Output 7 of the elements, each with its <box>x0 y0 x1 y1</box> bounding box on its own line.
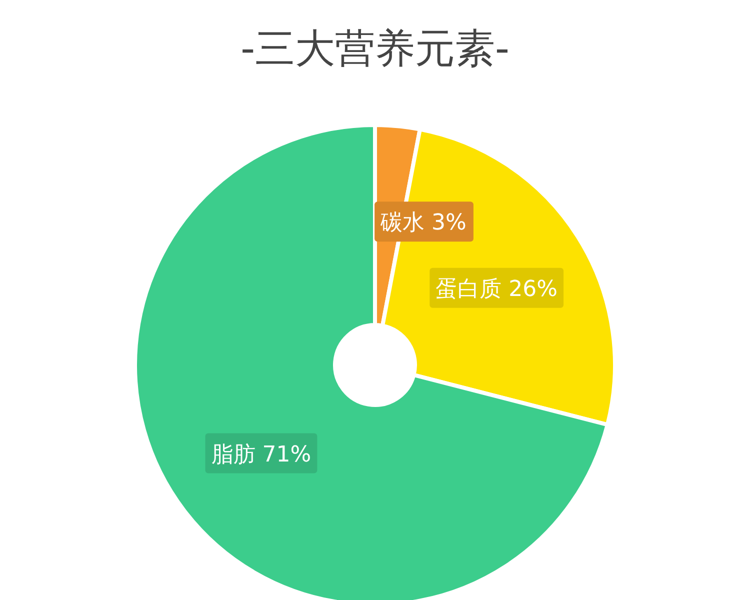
data-label: 3% <box>432 210 466 236</box>
slice-label: 脂肪 <box>211 442 256 468</box>
title: -三大营养元素- <box>240 26 510 72</box>
data-label: 71% <box>262 442 312 468</box>
data-label: 26% <box>508 276 558 302</box>
slice-label: 蛋白质 <box>436 276 502 302</box>
slice-label: 碳水 <box>380 210 425 236</box>
